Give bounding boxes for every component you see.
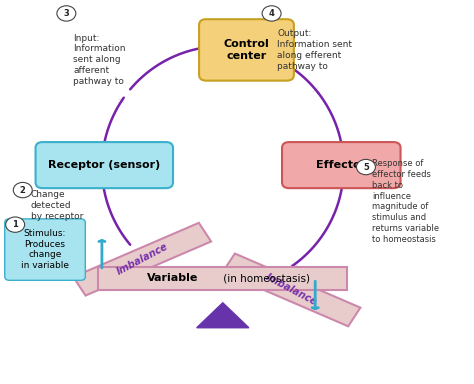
Circle shape (13, 182, 32, 198)
Text: 4: 4 (269, 9, 274, 18)
Text: 5: 5 (363, 162, 369, 172)
Text: 3: 3 (64, 9, 69, 18)
Circle shape (356, 159, 375, 175)
FancyBboxPatch shape (98, 266, 347, 290)
Text: Stimulus:
Produces
change
in variable: Stimulus: Produces change in variable (21, 229, 69, 270)
Text: Output:
Information sent
along efferent
pathway to: Output: Information sent along efferent … (277, 29, 352, 71)
FancyBboxPatch shape (36, 142, 173, 188)
Polygon shape (73, 223, 211, 296)
Text: Imbalance: Imbalance (264, 272, 319, 308)
Text: 1: 1 (12, 220, 18, 229)
Text: 2: 2 (20, 185, 26, 195)
Polygon shape (197, 303, 249, 328)
Text: Input:
Information
sent along
afferent
pathway to: Input: Information sent along afferent p… (73, 33, 126, 86)
Text: Effector: Effector (316, 160, 366, 170)
Circle shape (6, 217, 25, 232)
FancyBboxPatch shape (5, 219, 85, 280)
Text: Response of
effector feeds
back to
influence
magnitude of
stimulus and
returns v: Response of effector feeds back to influ… (372, 159, 439, 244)
Text: Imbalance: Imbalance (115, 242, 170, 277)
Text: Control
center: Control center (224, 39, 269, 61)
FancyBboxPatch shape (199, 19, 294, 81)
FancyBboxPatch shape (282, 142, 401, 188)
Circle shape (262, 6, 281, 21)
Polygon shape (223, 253, 360, 326)
Text: Receptor (sensor): Receptor (sensor) (48, 160, 160, 170)
Circle shape (57, 6, 76, 21)
Text: Change
detected
by receptor: Change detected by receptor (31, 190, 83, 221)
Text: (in homeostasis): (in homeostasis) (220, 273, 310, 283)
Text: Variable: Variable (147, 273, 199, 283)
